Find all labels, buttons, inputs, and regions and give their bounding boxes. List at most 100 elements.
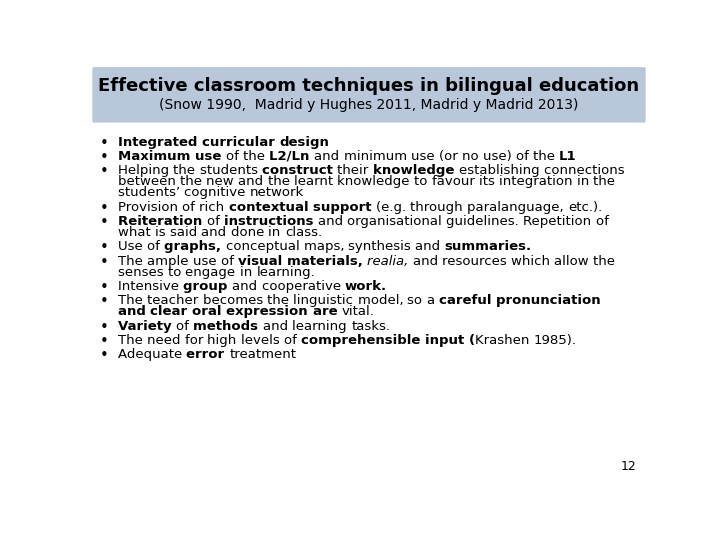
Text: The: The	[118, 334, 147, 347]
Text: model,: model,	[358, 294, 408, 307]
Text: their: their	[337, 164, 373, 177]
Text: and: and	[413, 254, 442, 268]
Text: The: The	[118, 254, 147, 268]
Text: The: The	[118, 294, 147, 307]
Text: favour: favour	[431, 176, 479, 188]
Text: (Snow 1990,  Madrid y Hughes 2011, Madrid y Madrid 2013): (Snow 1990, Madrid y Hughes 2011, Madrid…	[159, 98, 579, 112]
Text: class.: class.	[285, 226, 322, 239]
Text: learnt: learnt	[294, 176, 337, 188]
FancyBboxPatch shape	[92, 67, 646, 123]
Text: paralanguage,: paralanguage,	[467, 201, 568, 214]
Text: organisational: organisational	[348, 215, 446, 228]
Text: Helping: Helping	[118, 164, 174, 177]
Text: of: of	[182, 201, 199, 214]
Text: the: the	[243, 150, 269, 163]
Text: becomes: becomes	[202, 294, 267, 307]
Text: in: in	[269, 226, 285, 239]
Text: Maximum: Maximum	[118, 150, 195, 163]
Text: integration: integration	[499, 176, 577, 188]
Text: •: •	[99, 201, 108, 215]
Text: and: and	[263, 320, 292, 333]
Text: cooperative: cooperative	[261, 280, 345, 293]
Text: •: •	[99, 280, 108, 295]
Text: Variety: Variety	[118, 320, 176, 333]
Text: connections: connections	[544, 164, 629, 177]
Text: •: •	[99, 136, 108, 151]
Text: students: students	[199, 164, 262, 177]
Text: contextual: contextual	[229, 201, 313, 214]
Text: •: •	[99, 240, 108, 255]
Text: guidelines.: guidelines.	[446, 215, 523, 228]
Text: comprehensible: comprehensible	[301, 334, 425, 347]
Text: support: support	[313, 201, 376, 214]
Text: of: of	[595, 215, 613, 228]
Text: expression: expression	[226, 306, 312, 319]
Text: vital.: vital.	[342, 306, 374, 319]
Text: the: the	[268, 176, 294, 188]
Text: construct: construct	[262, 164, 337, 177]
Text: need: need	[147, 334, 185, 347]
Text: and: and	[314, 150, 343, 163]
Text: etc.).: etc.).	[568, 201, 603, 214]
Text: input: input	[425, 334, 469, 347]
Text: 12: 12	[621, 460, 636, 473]
Text: work.: work.	[345, 280, 387, 293]
Text: the: the	[174, 164, 199, 177]
Text: network: network	[250, 186, 304, 199]
Text: (e.g.: (e.g.	[376, 201, 410, 214]
Text: is: is	[155, 226, 170, 239]
Text: oral: oral	[192, 306, 226, 319]
Text: to: to	[168, 266, 186, 279]
Text: the: the	[533, 150, 559, 163]
Text: a: a	[427, 294, 439, 307]
Text: use): use)	[483, 150, 516, 163]
Text: knowledge: knowledge	[337, 176, 414, 188]
Text: pronunciation: pronunciation	[496, 294, 606, 307]
Text: •: •	[99, 215, 108, 230]
Text: (: (	[469, 334, 475, 347]
Text: of: of	[176, 320, 193, 333]
Text: Use: Use	[118, 240, 147, 253]
Text: allow: allow	[554, 254, 593, 268]
Text: engage: engage	[186, 266, 240, 279]
Text: what: what	[118, 226, 155, 239]
Text: are: are	[312, 306, 342, 319]
Text: use: use	[411, 150, 439, 163]
Text: conceptual: conceptual	[225, 240, 304, 253]
Text: visual: visual	[238, 254, 287, 268]
Text: for: for	[185, 334, 207, 347]
Text: clear: clear	[150, 306, 192, 319]
Text: L2/Ln: L2/Ln	[269, 150, 314, 163]
Text: high: high	[207, 334, 241, 347]
Text: •: •	[99, 320, 108, 335]
Text: levels: levels	[241, 334, 284, 347]
Text: the: the	[267, 294, 293, 307]
Text: Adequate: Adequate	[118, 348, 186, 361]
Text: and: and	[202, 226, 230, 239]
Text: said: said	[170, 226, 202, 239]
Text: tasks.: tasks.	[351, 320, 390, 333]
Text: senses: senses	[118, 266, 168, 279]
Text: the: the	[180, 176, 206, 188]
Text: to: to	[414, 176, 431, 188]
Text: and: and	[238, 176, 268, 188]
Text: teacher: teacher	[147, 294, 202, 307]
Text: methods: methods	[193, 320, 263, 333]
Text: (or: (or	[439, 150, 462, 163]
Text: 1985).: 1985).	[534, 334, 577, 347]
Text: establishing: establishing	[459, 164, 544, 177]
Text: and: and	[118, 306, 150, 319]
Text: cognitive: cognitive	[184, 186, 250, 199]
Text: of: of	[516, 150, 533, 163]
Text: no: no	[462, 150, 483, 163]
Text: use: use	[195, 150, 226, 163]
Text: learning: learning	[292, 320, 351, 333]
Text: Effective classroom techniques in bilingual education: Effective classroom techniques in biling…	[99, 77, 639, 96]
Text: curricular: curricular	[202, 136, 279, 148]
Text: of: of	[226, 150, 243, 163]
Text: error: error	[186, 348, 229, 361]
Text: minimum: minimum	[343, 150, 411, 163]
Text: of: of	[207, 215, 224, 228]
Text: L1: L1	[559, 150, 577, 163]
Text: •: •	[99, 348, 108, 363]
